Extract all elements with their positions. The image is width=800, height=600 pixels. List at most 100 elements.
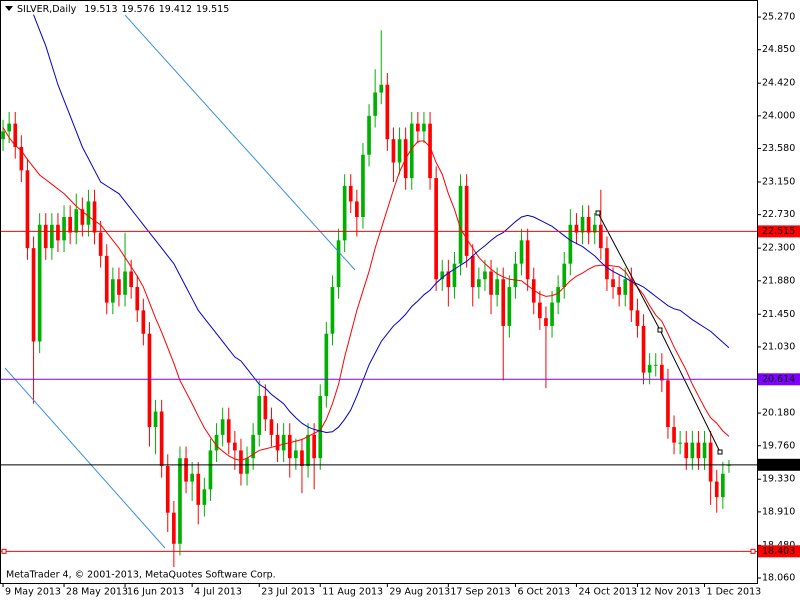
candle-body xyxy=(300,450,304,466)
candle-body xyxy=(538,302,542,319)
candle-body xyxy=(141,310,146,334)
x-tick-label: 24 Oct 2013 xyxy=(578,587,637,598)
candle-body xyxy=(367,115,371,155)
candle-body xyxy=(556,287,560,303)
candle-body xyxy=(98,232,103,256)
y-tick-label: 24.850 xyxy=(762,44,795,55)
candle-body xyxy=(446,271,451,288)
candle-body xyxy=(208,450,213,490)
price-label-box xyxy=(758,225,800,238)
candle-body xyxy=(690,442,695,459)
candle-body xyxy=(312,434,316,459)
candle-body xyxy=(86,201,91,225)
candle-body xyxy=(599,224,603,249)
y-tick-label: 20.180 xyxy=(762,408,795,419)
y-tick-label: 25.270 xyxy=(762,12,795,23)
candle-body xyxy=(281,434,286,451)
price-label-box xyxy=(758,545,800,558)
y-tick-label: 21.450 xyxy=(762,309,795,320)
candle-body xyxy=(513,263,518,288)
candle-body xyxy=(684,442,689,459)
candle-body xyxy=(678,442,682,444)
candle-body xyxy=(287,434,292,459)
candle-body xyxy=(458,185,463,264)
candle-body xyxy=(226,419,231,443)
y-tick-label: 18.910 xyxy=(762,506,795,517)
candle-body xyxy=(422,123,426,132)
candle-body xyxy=(696,442,701,459)
candle-body xyxy=(318,395,323,459)
candle-body xyxy=(342,185,347,241)
candle-body xyxy=(257,395,262,435)
header-open: 19.513 xyxy=(84,4,117,15)
candle-body xyxy=(74,209,79,233)
candle-body xyxy=(714,481,719,498)
candle-body xyxy=(391,139,396,163)
x-tick-label: 4 Jul 2013 xyxy=(194,587,242,598)
candle-body xyxy=(647,364,652,373)
copyright: MetaTrader 4, © 2001-2013, MetaQuotes So… xyxy=(6,570,276,581)
candle-body xyxy=(172,512,176,544)
candle-body xyxy=(550,302,554,326)
header-high: 19.576 xyxy=(122,4,155,15)
trend-anchor xyxy=(717,449,723,455)
candle-body xyxy=(416,123,420,132)
price-label: 19.515 xyxy=(762,459,795,470)
x-tick-label: 17 Sep 2013 xyxy=(450,587,510,598)
line-anchor xyxy=(1,548,7,554)
candle-body xyxy=(159,411,164,466)
candle-body xyxy=(263,395,268,420)
candle-body xyxy=(702,442,707,459)
candle-body xyxy=(43,224,48,249)
plot-border xyxy=(0,0,758,584)
candle-body xyxy=(251,434,255,459)
candle-body xyxy=(330,287,335,334)
price-label: 20.614 xyxy=(762,374,795,385)
candle-body xyxy=(123,271,127,295)
candle-body xyxy=(220,419,225,435)
price-label: 22.515 xyxy=(762,226,795,237)
candle-body xyxy=(361,154,365,218)
candle-body xyxy=(19,146,24,171)
candle-body xyxy=(495,279,499,295)
y-tick-label: 23.150 xyxy=(762,176,795,187)
price-label: 18.403 xyxy=(762,546,795,557)
candle-body xyxy=(428,123,432,179)
candle-body xyxy=(397,139,402,163)
candle-body xyxy=(336,240,341,288)
candle-body xyxy=(580,217,585,233)
y-tick-label: 21.880 xyxy=(762,275,795,286)
candle-body xyxy=(7,123,11,132)
candle-body xyxy=(568,224,573,264)
y-tick-label: 19.760 xyxy=(762,440,795,451)
candle-body xyxy=(666,380,670,428)
candle-body xyxy=(269,419,274,435)
candle-body xyxy=(13,123,18,147)
candle-body xyxy=(104,255,109,303)
candle-body xyxy=(434,178,438,280)
candle-body xyxy=(190,473,194,482)
y-tick-label: 22.730 xyxy=(762,209,795,220)
candle-body xyxy=(31,248,36,342)
header-low: 19.412 xyxy=(159,4,192,15)
candle-body xyxy=(440,271,445,280)
menu-icon[interactable] xyxy=(5,6,13,11)
candle-body xyxy=(68,217,72,233)
candle-body xyxy=(507,287,512,326)
candle-body xyxy=(531,279,536,303)
candle-body xyxy=(592,224,597,233)
header-close: 19.515 xyxy=(196,4,229,15)
y-tick-label: 19.330 xyxy=(762,474,795,485)
price-label-box xyxy=(758,373,800,386)
candle-body xyxy=(196,473,201,505)
candle-body xyxy=(574,224,579,233)
symbol: SILVER,Daily xyxy=(17,4,77,15)
candle-body xyxy=(525,240,530,280)
candle-body xyxy=(80,209,85,225)
x-tick-label: 11 Aug 2013 xyxy=(322,587,383,598)
candle-body xyxy=(117,279,121,295)
price-label-box xyxy=(758,458,800,471)
candle-body xyxy=(605,248,609,280)
candle-body xyxy=(586,217,591,233)
